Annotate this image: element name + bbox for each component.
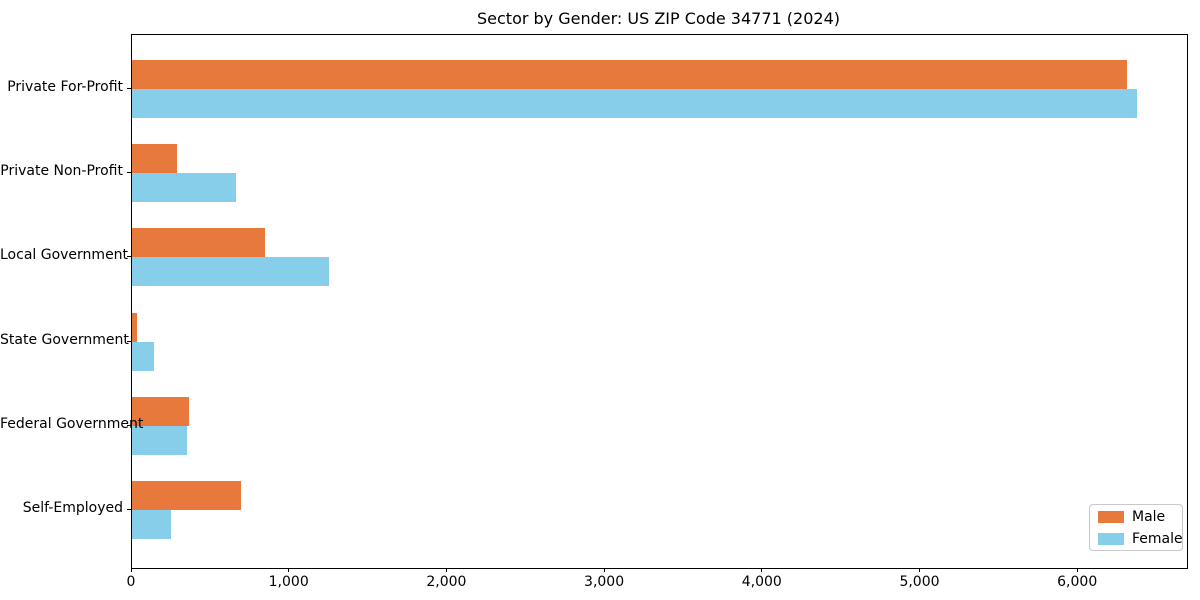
y-tick-mark xyxy=(127,88,131,89)
x-tick-mark xyxy=(288,568,290,572)
x-tick-mark xyxy=(445,568,447,572)
legend: Male Female xyxy=(1089,504,1183,551)
x-tick-label-5-000: 5,000 xyxy=(899,574,940,590)
x-tick-mark xyxy=(603,568,605,572)
legend-label-male: Male xyxy=(1132,508,1166,525)
y-tick-label-private-non-profit: Private Non-Profit xyxy=(0,163,123,180)
y-tick-mark xyxy=(127,256,131,258)
x-tick-label-6-000: 6,000 xyxy=(1057,574,1098,590)
bar-female-self-employed xyxy=(132,510,172,539)
x-tick-mark xyxy=(130,568,132,572)
bar-male-private-for-profit xyxy=(132,60,1128,89)
legend-item-female: Female xyxy=(1098,531,1183,547)
y-tick-mark xyxy=(127,424,131,426)
chart-title: Sector by Gender: US ZIP Code 34771 (202… xyxy=(477,9,840,28)
bar-male-self-employed xyxy=(132,481,241,510)
legend-swatch-male xyxy=(1098,510,1124,523)
plot-area xyxy=(131,34,1188,569)
x-tick-label-3-000: 3,000 xyxy=(584,574,625,590)
y-tick-label-federal-government: Federal Government xyxy=(0,415,144,432)
x-tick-label-0: 0 xyxy=(126,574,136,590)
legend-item-male: Male xyxy=(1098,509,1174,525)
y-tick-label-state-government: State Government xyxy=(0,331,129,348)
x-tick-mark xyxy=(761,568,763,572)
bar-male-state-government xyxy=(132,312,138,342)
x-tick-label-1-000: 1,000 xyxy=(268,574,309,590)
y-tick-label-private-for-profit: Private For-Profit xyxy=(7,79,123,95)
y-tick-mark xyxy=(127,172,131,174)
bar-female-private-for-profit xyxy=(132,89,1137,118)
bar-male-federal-government xyxy=(132,396,189,426)
x-tick-mark xyxy=(1076,568,1078,572)
bar-female-local-government xyxy=(132,257,329,287)
y-tick-mark xyxy=(127,340,131,342)
bar-male-local-government xyxy=(132,228,266,258)
y-tick-label-local-government: Local Government xyxy=(0,247,129,264)
bar-female-state-government xyxy=(132,341,155,371)
y-tick-label-self-employed: Self-Employed xyxy=(22,500,123,516)
x-tick-label-2-000: 2,000 xyxy=(426,574,467,590)
legend-label-female: Female xyxy=(1132,530,1183,547)
x-tick-label-4-000: 4,000 xyxy=(741,574,782,590)
legend-swatch-female xyxy=(1098,532,1124,545)
y-tick-mark xyxy=(127,509,131,510)
bar-male-private-non-profit xyxy=(132,144,177,174)
x-tick-mark xyxy=(919,568,920,572)
bar-female-federal-government xyxy=(132,425,187,455)
bar-female-private-non-profit xyxy=(132,173,237,203)
